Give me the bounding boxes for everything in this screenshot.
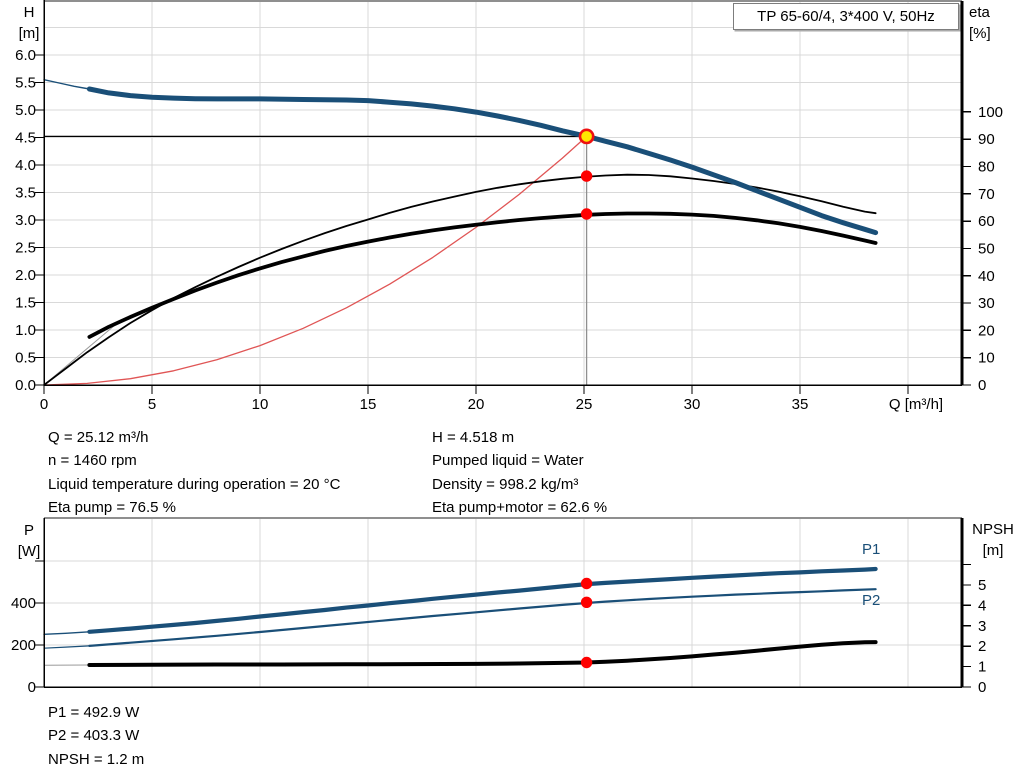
right-tick-label: 5 xyxy=(978,577,986,594)
power-axis-name: P xyxy=(23,522,34,539)
p2-curve xyxy=(88,588,877,647)
info-line-liquid: Pumped liquid = Water xyxy=(432,452,584,470)
p1-point xyxy=(580,577,593,590)
eta-pump-point xyxy=(580,170,593,182)
p1-curve xyxy=(87,566,878,634)
info-line-q: Q = 25.12 m³/h xyxy=(48,429,149,446)
left-tick-label: 400 xyxy=(11,595,36,612)
info-line-npsh: NPSH = 1.2 m xyxy=(48,750,145,768)
eta-pump-motor-point xyxy=(580,208,593,220)
qh-curve-lead xyxy=(43,79,91,90)
right-tick-label: 70 xyxy=(978,186,995,203)
left-tick-label: 6.0 xyxy=(15,47,36,64)
right-tick-label: 1 xyxy=(978,659,986,676)
left-tick-label: 4.0 xyxy=(15,157,36,174)
right-tick-label: 40 xyxy=(978,268,995,285)
duty-info-right: H = 4.518 m Pumped liquid = Water Densit… xyxy=(432,426,607,519)
info-line-p1: P1 = 492.9 W xyxy=(48,704,140,721)
eta-axis-unit: [%] xyxy=(969,25,991,42)
npsh-curve xyxy=(87,640,878,667)
left-tick-label: 3.0 xyxy=(15,212,36,229)
pump-title: TP 65-60/4, 3*400 V, 50Hz xyxy=(757,8,935,25)
x-tick-label: 25 xyxy=(576,396,593,413)
right-tick-label: 3 xyxy=(978,618,986,635)
right-tick-label: 10 xyxy=(978,350,995,367)
info-line-density: Density = 998.2 kg/m³ xyxy=(432,475,579,493)
p2-point xyxy=(580,596,593,608)
head-axis-unit: [m] xyxy=(18,25,40,42)
info-line-p2: P2 = 403.3 W xyxy=(48,727,140,745)
p1-series-label: P1 xyxy=(862,541,881,558)
system-curve xyxy=(43,135,588,386)
npsh-axis-unit: [m] xyxy=(982,542,1004,559)
qh-eta-chart: 0.0 0.5 1.0 1.5 2.0 2.5 3.0 3.5 4.0 4.5 5.0 5.5 6.0 0… xyxy=(15,0,1003,413)
power-npsh-chart: 0 200 400 0 1 2 3 4 5 xyxy=(11,517,986,696)
info-line-eta-pump: Eta pump = 76.5 % xyxy=(48,498,176,516)
info-line-temp: Liquid temperature during operation = 20… xyxy=(48,475,341,493)
left-tick-label: 0.5 xyxy=(15,349,36,366)
right-tick-label: 60 xyxy=(978,213,995,230)
right-tick-label: 30 xyxy=(978,295,995,312)
head-axis-label: H [m] xyxy=(8,2,50,44)
info-line-eta-total: Eta pump+motor = 62.6 % xyxy=(432,498,608,516)
x-tick-label: 35 xyxy=(792,396,809,413)
left-tick-label: 3.5 xyxy=(15,184,36,201)
p2-curve-lead xyxy=(43,645,90,649)
eta-axis-name: eta xyxy=(969,4,990,21)
head-axis-name: H xyxy=(23,4,35,21)
left-tick-label: 1.0 xyxy=(15,322,36,339)
qh-curve xyxy=(86,86,879,236)
pump-title-box: TP 65-60/4, 3*400 V, 50Hz xyxy=(733,3,959,30)
power-axis-label: P [W] xyxy=(8,520,50,562)
right-tick-label: 50 xyxy=(978,240,995,257)
flow-axis-label: Q [m³/h] xyxy=(888,396,944,413)
x-tick-label: 15 xyxy=(360,396,377,413)
npsh-axis-name: NPSH xyxy=(972,521,1014,538)
p1-curve-lead xyxy=(43,631,91,635)
left-tick-label: 5.5 xyxy=(15,74,36,91)
info-line-h: H = 4.518 m xyxy=(432,429,515,446)
x-tick-label: 20 xyxy=(468,396,485,413)
x-tick-label: 5 xyxy=(148,396,156,413)
power-info: P1 = 492.9 W P2 = 403.3 W NPSH = 1.2 m xyxy=(48,701,144,771)
right-tick-label: 80 xyxy=(978,159,995,176)
power-axis-unit: [W] xyxy=(17,543,41,560)
right-tick-label: 90 xyxy=(978,131,995,148)
x-tick-label: 0 xyxy=(40,396,48,413)
left-tick-label: 2.0 xyxy=(15,267,36,284)
left-tick-label: 0.0 xyxy=(15,377,36,394)
left-tick-label: 1.5 xyxy=(15,294,36,311)
left-tick-label: 5.0 xyxy=(15,102,36,119)
right-tick-label: 4 xyxy=(978,597,986,614)
left-tick-label: 200 xyxy=(11,637,36,654)
left-tick-label: 2.5 xyxy=(15,239,36,256)
x-tick-label: 30 xyxy=(684,396,701,413)
right-tick-label: 100 xyxy=(978,104,1003,121)
npsh-axis-label: NPSH [m] xyxy=(964,519,1022,561)
left-tick-label: 4.5 xyxy=(15,129,36,146)
left-tick-label: 0 xyxy=(28,679,36,696)
x-tick-label: 10 xyxy=(252,396,269,413)
eta-pump-curve xyxy=(43,173,877,386)
right-tick-label: 0 xyxy=(978,679,986,696)
right-tick-label: 20 xyxy=(978,322,995,339)
eta-pump-motor-curve xyxy=(87,211,878,339)
eta-axis-label: eta [%] xyxy=(969,2,1019,44)
npsh-point xyxy=(580,656,593,669)
info-line-n: n = 1460 rpm xyxy=(48,452,137,470)
duty-point[interactable] xyxy=(578,128,595,145)
right-tick-label: 0 xyxy=(978,377,986,394)
right-tick-label: 2 xyxy=(978,638,986,655)
p2-series-label: P2 xyxy=(862,592,881,609)
duty-info-left: Q = 25.12 m³/h n = 1460 rpm Liquid tempe… xyxy=(48,426,340,519)
